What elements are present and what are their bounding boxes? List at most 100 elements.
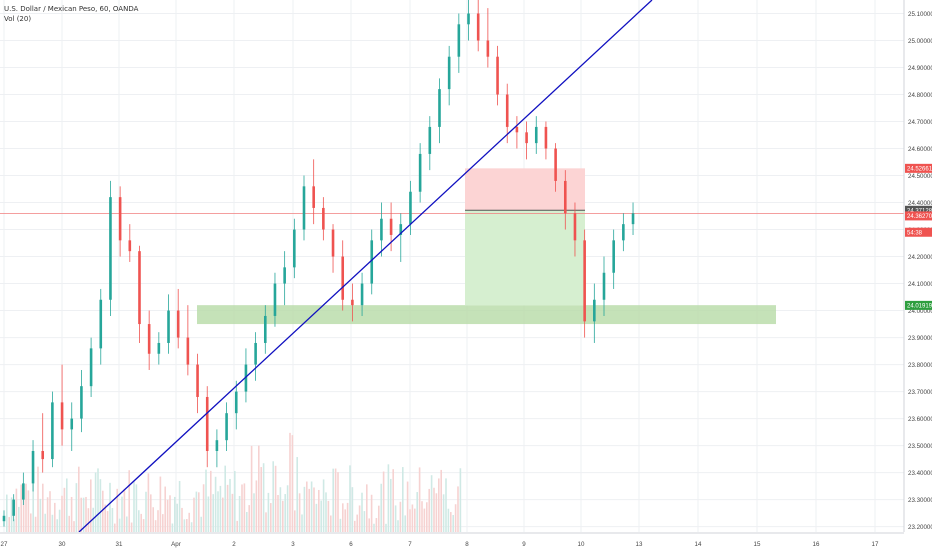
volume-bar — [226, 484, 229, 532]
candle-body — [109, 197, 112, 300]
volume-bar — [363, 511, 366, 532]
take-profit-zone[interactable] — [465, 210, 585, 306]
volume-bar — [202, 484, 205, 532]
volume-bar — [325, 492, 327, 532]
volume-bar — [109, 482, 111, 532]
volume-bar — [97, 468, 99, 532]
volume-bar — [356, 514, 358, 532]
volume-bar — [450, 512, 452, 532]
volume-bar — [332, 468, 334, 532]
price-axis-bg — [904, 0, 932, 550]
candle-body — [312, 186, 315, 208]
volume-bar — [406, 481, 409, 532]
candle-body — [263, 315, 267, 343]
volume-bar — [394, 505, 397, 532]
volume-bar — [368, 518, 370, 532]
volume-bar — [116, 488, 118, 532]
volume-bar — [298, 493, 301, 532]
volume-bar — [94, 472, 97, 532]
price-tick-label: 25.10000 — [908, 11, 932, 18]
time-tick-label: 27 — [1, 541, 8, 548]
time-tick-label: 17 — [872, 541, 879, 548]
volume-bar — [265, 512, 267, 532]
support-zone[interactable] — [197, 305, 776, 325]
candle-body — [273, 283, 277, 316]
volume-indicator-label[interactable]: Vol (20) — [4, 15, 32, 23]
volume-bar — [200, 516, 202, 532]
volume-bar — [459, 468, 462, 532]
candle-body — [41, 450, 45, 460]
volume-bar — [133, 481, 135, 532]
volume-bar — [135, 484, 138, 532]
volume-bar — [306, 481, 308, 532]
volume-bars — [6, 432, 462, 532]
volume-bar — [411, 504, 414, 532]
volume-bar — [174, 496, 176, 532]
volume-bar — [339, 518, 342, 532]
candle-body — [467, 13, 470, 25]
volume-bar — [291, 435, 294, 532]
volume-bar — [250, 445, 253, 532]
volume-bar — [32, 467, 34, 532]
time-tick-label: 10 — [578, 541, 585, 548]
volume-bar — [159, 476, 162, 532]
candle-body — [631, 213, 635, 225]
volume-bar — [123, 488, 126, 532]
volume-bar — [224, 465, 226, 532]
volume-bar — [382, 471, 385, 532]
volume-bar — [416, 492, 418, 532]
volume-bar — [310, 481, 313, 532]
volume-bar — [277, 495, 279, 532]
volume-bar — [66, 478, 68, 532]
trendline[interactable] — [78, 0, 653, 533]
volume-bar — [46, 497, 49, 532]
volume-bar — [435, 493, 438, 532]
volume-bar — [198, 492, 200, 532]
time-tick-label: 16 — [813, 541, 820, 548]
volume-bar — [219, 485, 222, 532]
volume-bar — [418, 467, 421, 532]
volume-bar — [354, 520, 356, 532]
candle-body — [128, 240, 132, 252]
time-tick-label: 14 — [695, 541, 702, 548]
price-label-stop-bg — [905, 163, 932, 173]
volume-bar — [193, 497, 195, 532]
volume-bar — [258, 445, 260, 532]
volume-bar — [440, 469, 442, 532]
volume-bar — [426, 502, 428, 532]
candle-body — [331, 229, 335, 257]
volume-bar — [154, 520, 157, 532]
volume-bar — [430, 475, 433, 532]
chart-legend[interactable]: U.S. Dollar / Mexican Peso, 60, OANDA Vo… — [4, 4, 138, 24]
volume-bar — [87, 508, 90, 532]
price-axis[interactable]: 25.10000 25.00000 24.90000 24.80000 24.70000… — [903, 0, 932, 550]
volume-bar — [58, 509, 61, 532]
volume-bar — [255, 480, 258, 532]
volume-bar — [284, 494, 286, 532]
volume-bar — [330, 515, 332, 532]
time-tick-label: 31 — [116, 541, 123, 548]
volume-bar — [409, 509, 411, 532]
candle-body — [51, 402, 54, 460]
stop-loss-zone[interactable] — [465, 168, 585, 211]
volume-bar — [313, 487, 315, 532]
candle-body — [438, 89, 441, 127]
volume-bar — [303, 486, 306, 532]
price-label-countdown-bg — [905, 227, 932, 237]
volume-bar — [176, 503, 178, 532]
volume-bar — [190, 522, 193, 532]
volume-bar — [106, 511, 109, 532]
volume-bar — [142, 519, 145, 532]
volume-bar — [260, 467, 262, 532]
volume-bar — [229, 478, 231, 532]
price-tick-label: 23.30000 — [908, 497, 932, 504]
volume-bar — [207, 496, 210, 532]
time-axis[interactable]: 27 30 31 Apr 2 3 6 7 8 9 10 13 14 15 16 17 — [0, 532, 932, 550]
candle-body — [602, 272, 606, 300]
price-tick-label: 23.50000 — [908, 443, 932, 450]
candle-body — [583, 240, 586, 322]
volume-bar — [73, 521, 75, 532]
volume-bar — [344, 509, 346, 532]
symbol-title[interactable]: U.S. Dollar / Mexican Peso, 60, OANDA — [4, 5, 139, 13]
